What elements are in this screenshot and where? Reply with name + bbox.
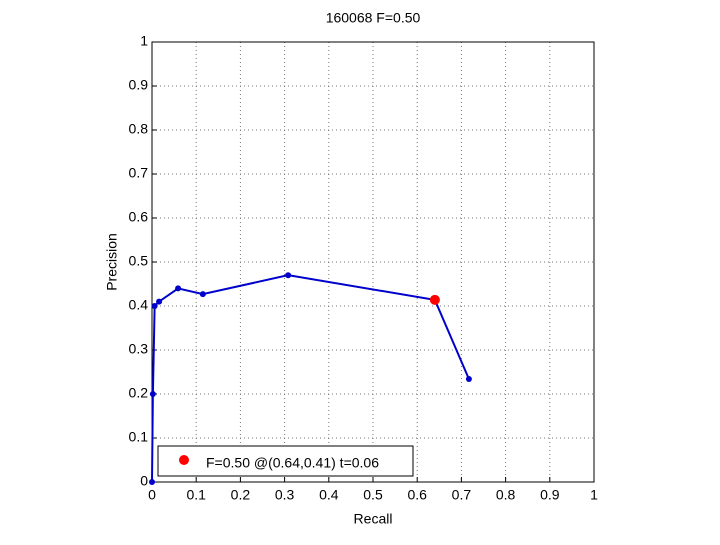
x-axis-label: Recall: [354, 511, 393, 527]
point: [199, 291, 206, 298]
y-tick-label: 0.3: [129, 341, 149, 357]
x-tick-label: 0: [148, 487, 156, 503]
point: [465, 376, 472, 383]
axes-box: [151, 41, 595, 483]
y-axis-label: Precision: [104, 233, 120, 291]
x-tick-label: 0.9: [540, 487, 560, 503]
point: [285, 272, 292, 279]
x-tick-label: 0.3: [275, 487, 295, 503]
y-tick-label: 0.6: [129, 209, 149, 225]
point: [151, 303, 158, 309]
legend-marker: [179, 455, 189, 465]
y-tick-label: 0.5: [129, 253, 149, 269]
x-tick-label: 0.7: [452, 487, 472, 503]
point: [156, 298, 163, 305]
legend-box: [157, 445, 414, 477]
y-tick-label: 0.8: [129, 121, 149, 137]
x-tick-label: 0.6: [407, 487, 427, 503]
y-tick-label: 1: [140, 33, 148, 49]
y-tick-label: 0.2: [129, 385, 149, 401]
x-tick-label: 1: [590, 487, 598, 503]
chart-title: 160068 F=0.50: [326, 10, 421, 26]
best-point: [429, 294, 440, 305]
x-tick-label: 0.1: [186, 487, 206, 503]
x-tick-label: 0.2: [231, 487, 251, 503]
y-tick-label: 0: [140, 473, 148, 489]
x-tick-label: 0.5: [363, 487, 383, 503]
y-tick-label: 0.1: [129, 429, 149, 445]
legend-label: F=0.50 @(0.64,0.41) t=0.06: [206, 455, 379, 471]
y-tick-label: 0.4: [129, 297, 149, 313]
y-tick-label: 0.9: [129, 77, 149, 93]
point: [149, 391, 156, 397]
x-tick-label: 0.4: [319, 487, 339, 503]
point: [149, 479, 155, 485]
point: [175, 285, 182, 292]
y-tick-label: 0.7: [129, 165, 149, 181]
x-tick-label: 0.8: [496, 487, 516, 503]
